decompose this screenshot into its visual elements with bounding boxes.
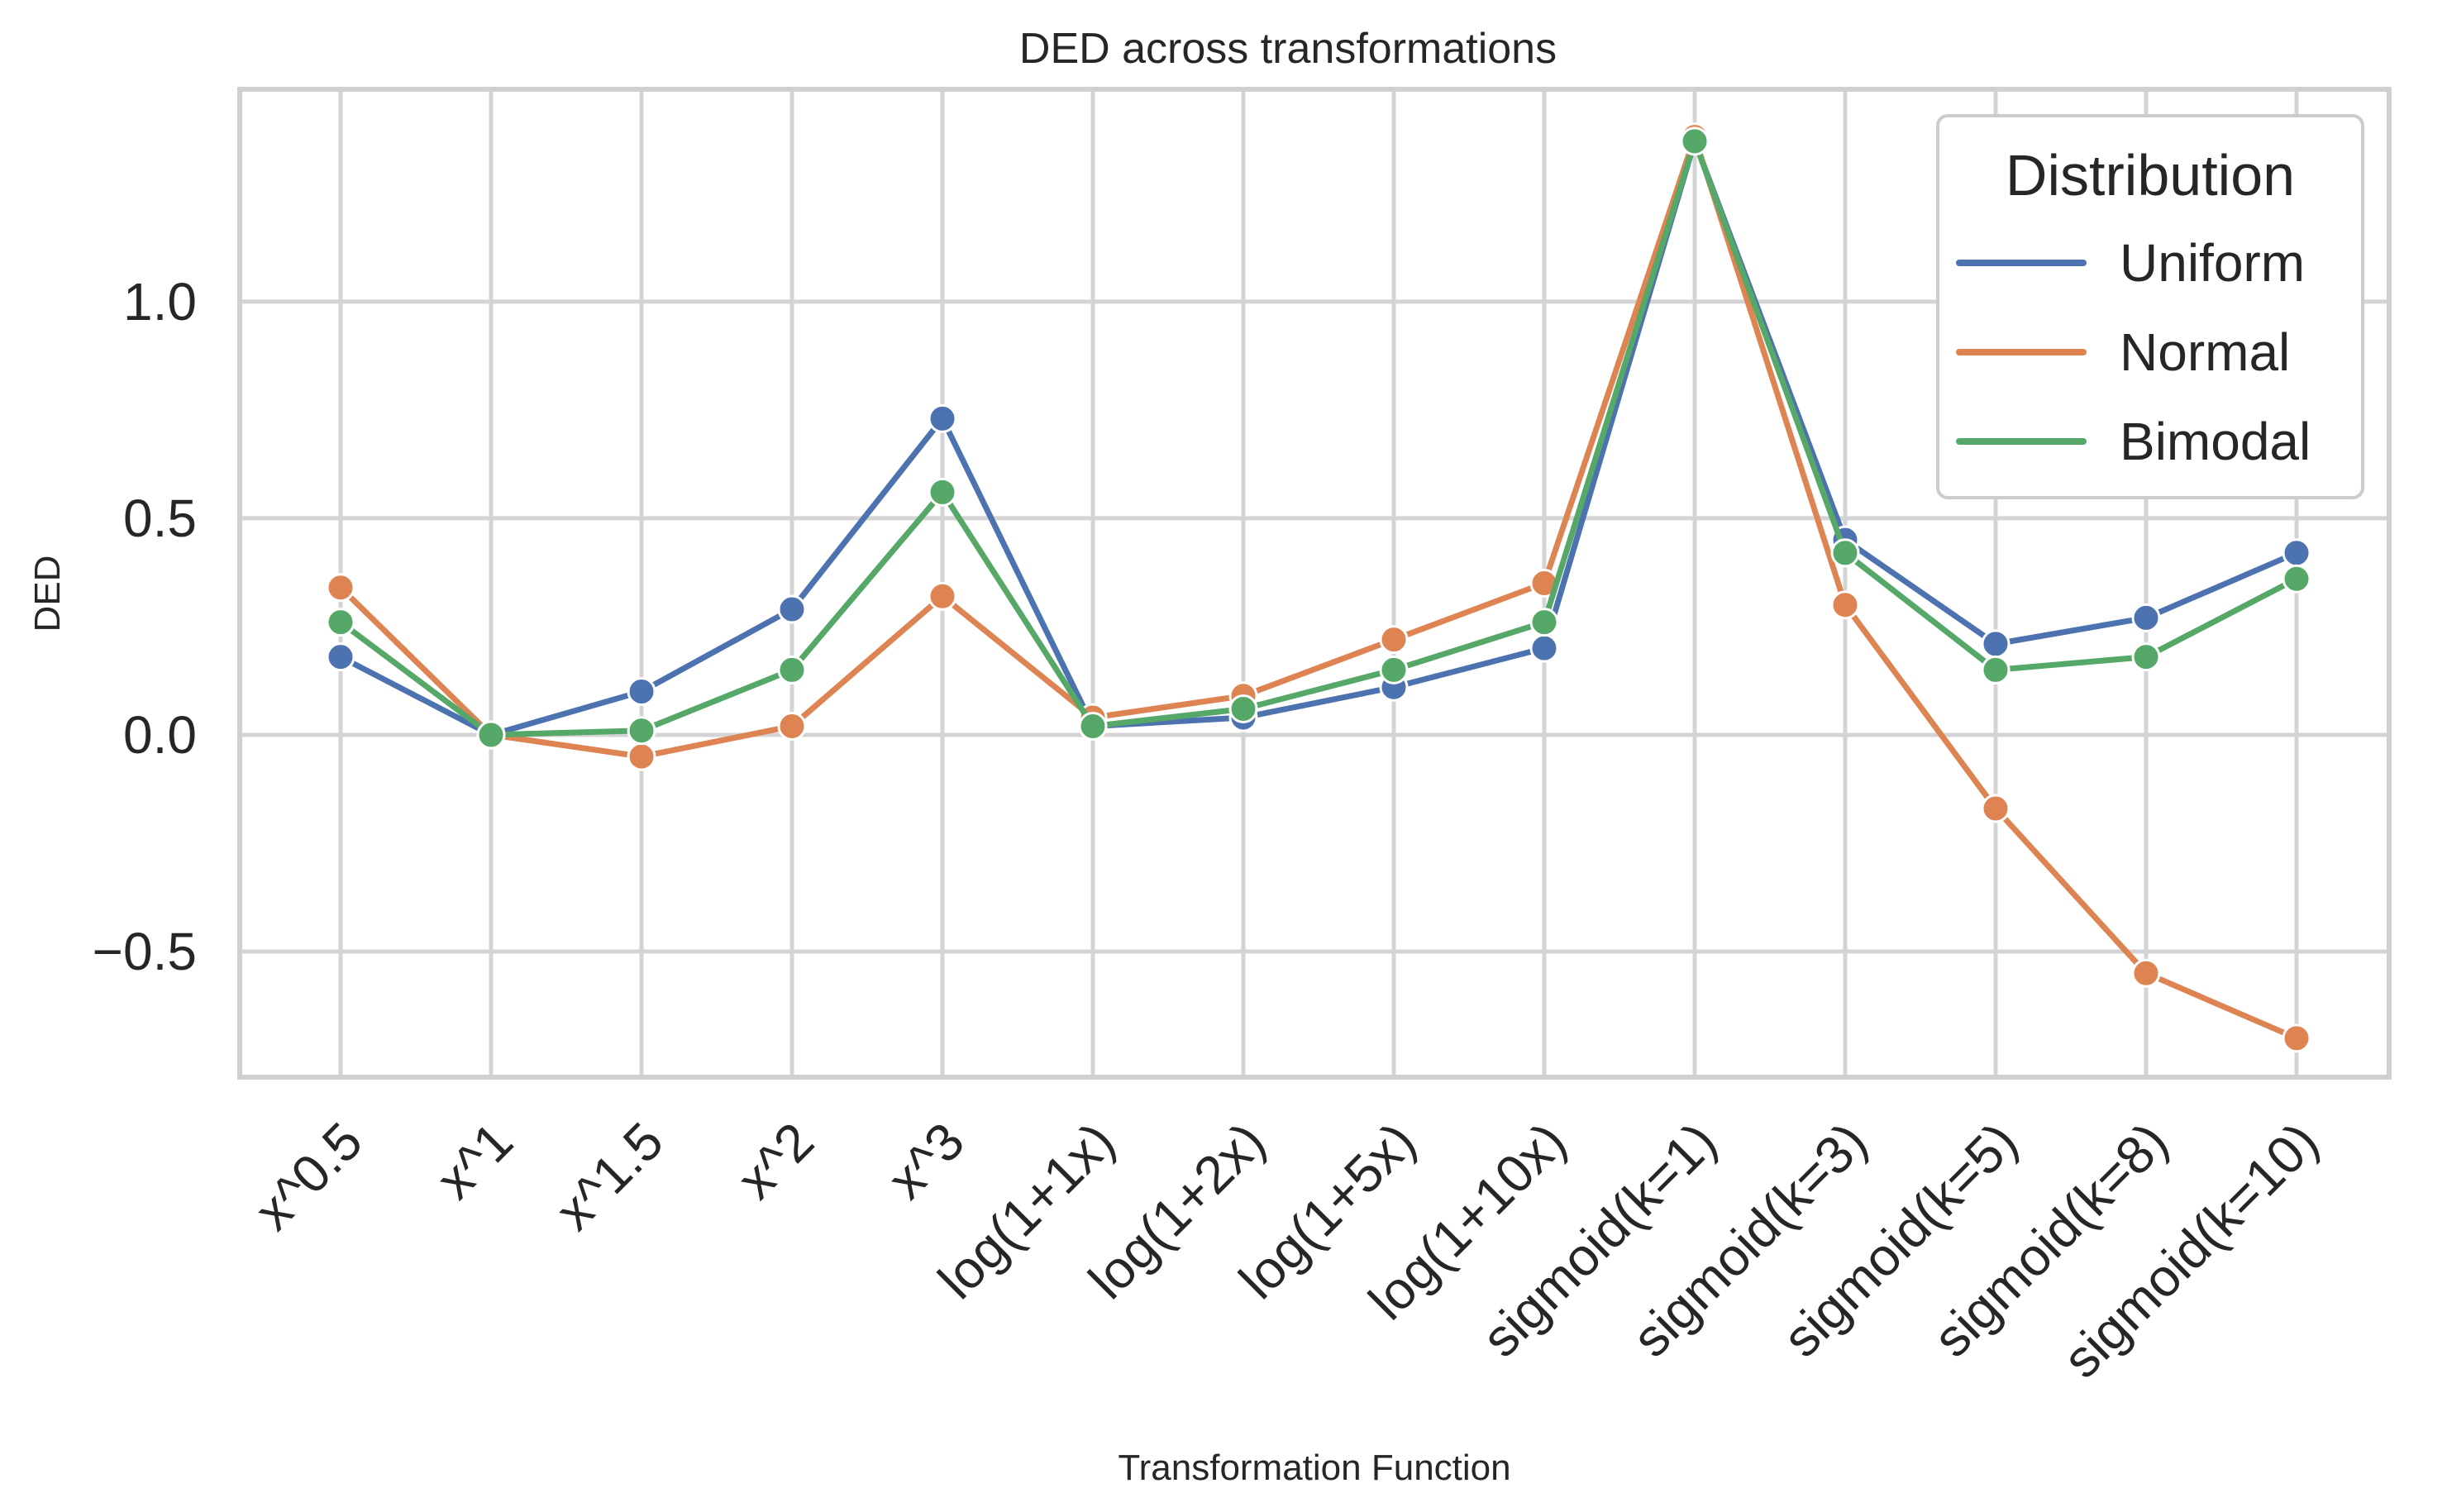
x-tick-label: x^1 [425,1111,524,1210]
point-uniform [777,594,807,624]
point-bimodal [1228,694,1258,723]
legend-title: Distribution [2006,143,2295,207]
point-uniform [2282,538,2311,568]
point-bimodal [2131,642,2161,672]
point-bimodal [1078,711,1108,741]
point-normal [2282,1023,2311,1053]
point-bimodal [1830,538,1860,568]
point-uniform [2131,603,2161,632]
point-normal [1379,625,1409,655]
y-tick-label: 0.0 [123,705,197,765]
point-bimodal [1680,126,1710,156]
point-bimodal [1981,655,2011,684]
point-bimodal [2282,564,2311,594]
legend-box [1936,114,2364,499]
point-normal [928,581,957,611]
x-tick-label: x^0.5 [243,1111,374,1242]
y-tick-label: 0.5 [123,489,197,548]
point-bimodal [1379,655,1409,684]
y-tick-label: 1.0 [123,272,197,331]
legend-label-normal: Normal [2120,322,2290,382]
point-normal [627,742,656,771]
point-bimodal [777,655,807,684]
plot-frame [237,87,2392,1080]
point-uniform [1529,633,1559,663]
point-uniform [627,677,656,707]
series-line-normal [337,134,2300,1042]
legend: Distribution Uniform Normal Bimodal [1936,114,2364,499]
legend-label-uniform: Uniform [2120,233,2305,293]
point-bimodal [928,477,957,507]
y-tick-label: −0.5 [93,922,197,981]
series-line-bimodal [337,138,2300,738]
x-tick-label: sigmoid(k=10) [2052,1111,2330,1389]
point-bimodal [1529,608,1559,637]
point-uniform [928,403,957,433]
point-normal [1830,590,1860,620]
point-bimodal [476,720,506,750]
point-bimodal [627,716,656,746]
chart-title: DED across transformations [1019,25,1557,73]
point-normal [2131,958,2161,988]
point-bimodal [326,608,355,637]
x-tick-label: x^1.5 [544,1111,675,1242]
x-axis-label: Transformation Function [1118,1448,1510,1488]
series-layer [326,122,2311,1053]
point-normal [777,711,807,741]
point-normal [1981,794,2011,823]
y-axis-label: DED [27,556,68,632]
x-tick-label: x^3 [876,1111,975,1210]
series-line-uniform [337,138,2300,738]
legend-label-bimodal: Bimodal [2120,412,2311,471]
point-uniform [326,642,355,672]
x-tick-label: x^2 [726,1111,825,1210]
point-normal [326,573,355,603]
point-uniform [1981,629,2011,659]
